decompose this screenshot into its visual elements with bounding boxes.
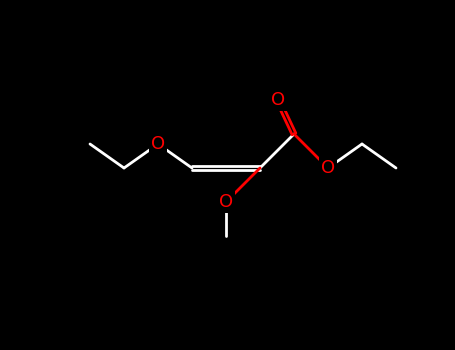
Text: O: O: [271, 91, 285, 109]
Text: O: O: [219, 193, 233, 211]
Text: O: O: [151, 135, 165, 153]
Text: O: O: [321, 159, 335, 177]
